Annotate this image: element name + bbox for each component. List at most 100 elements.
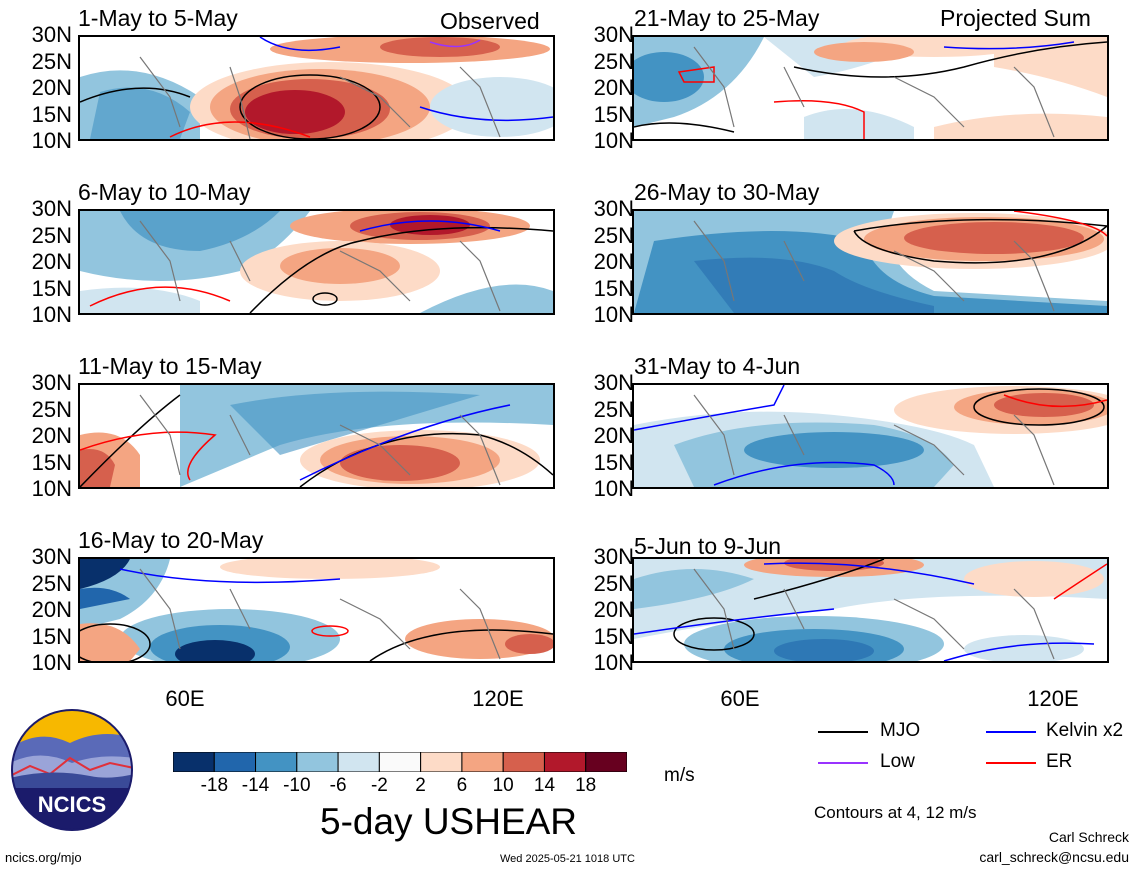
lat-label: 20N <box>31 423 72 448</box>
colorbar-swatch <box>296 751 339 773</box>
colorbar-swatch <box>378 751 422 773</box>
lat-label: 30N <box>31 22 72 47</box>
site-url[interactable]: ncics.org/mjo <box>5 850 82 865</box>
projected-sum-label: Projected Sum <box>940 5 1091 31</box>
colorbar-tick-label: -6 <box>329 775 347 796</box>
colorbar-swatch <box>172 751 215 773</box>
lat-label: 30N <box>593 370 634 395</box>
lon-label: 120E <box>1027 686 1079 711</box>
lat-label: 20N <box>31 75 72 100</box>
map-panel-6 <box>632 209 1109 315</box>
lat-label: 10N <box>593 128 634 153</box>
lat-label: 20N <box>593 597 634 622</box>
lon-label: 120E <box>472 686 524 711</box>
lat-label: 25N <box>593 570 634 596</box>
colorbar-tick-label: 2 <box>415 775 426 796</box>
legend-low-line <box>818 762 868 764</box>
colorbar <box>172 751 628 777</box>
lon-label: 60E <box>165 686 205 711</box>
colorbar-swatch <box>255 751 298 773</box>
lat-label: 20N <box>593 423 634 448</box>
author-email: carl_schreck@ncsu.edu <box>979 849 1129 865</box>
lat-label: 20N <box>593 75 634 100</box>
lat-label: 20N <box>593 249 634 274</box>
map-panel-3 <box>78 383 555 489</box>
logo-text: NCICS <box>38 792 106 817</box>
colorbar-tick-labels: -18 -14 -10 -6 -2 2 6 10 14 18 <box>173 776 627 798</box>
colorbar-swatch <box>213 751 257 773</box>
panel-title: 5-Jun to 9-Jun <box>634 533 782 559</box>
lat-label: 10N <box>593 476 634 501</box>
lat-label: 25N <box>593 222 634 248</box>
colorbar-swatch <box>502 751 545 773</box>
colorbar-tick-label: 14 <box>533 775 556 796</box>
panel-title: 11-May to 15-May <box>78 353 262 379</box>
colorbar-tick-label: -2 <box>370 775 388 796</box>
lat-label: 30N <box>593 196 634 221</box>
colorbar-tick-label: 18 <box>575 775 597 796</box>
observed-label: Observed <box>440 8 540 34</box>
colorbar-tick-label: -10 <box>283 775 311 796</box>
lat-label: 10N <box>31 302 72 327</box>
lat-label: 20N <box>31 597 72 622</box>
lat-label: 25N <box>31 222 72 248</box>
lat-label: 25N <box>593 48 634 74</box>
map-panel-7 <box>632 383 1109 489</box>
lat-label: 10N <box>31 128 72 153</box>
lat-label: 30N <box>593 544 634 569</box>
map-panel-1 <box>78 35 555 141</box>
lat-label: 30N <box>31 370 72 395</box>
lat-label: 10N <box>593 302 634 327</box>
lat-label: 10N <box>31 476 72 501</box>
lat-label: 25N <box>593 396 634 422</box>
lat-label: 15N <box>593 449 634 475</box>
colorbar-tick-label: 10 <box>492 775 514 796</box>
lat-label: 15N <box>31 623 72 649</box>
legend-mjo-label: MJO <box>880 720 921 741</box>
chart-title: 5-day USHEAR <box>320 801 578 842</box>
lat-label: 15N <box>31 101 72 127</box>
legend-er-line <box>986 762 1036 764</box>
lat-label: 15N <box>593 275 634 301</box>
colorbar-swatch <box>337 751 380 773</box>
colorbar-swatch <box>420 751 463 773</box>
colorbar-swatch <box>585 751 628 773</box>
map-panel-4 <box>78 557 555 663</box>
ncics-logo: NCICS <box>10 708 134 837</box>
lat-label: 10N <box>31 650 72 675</box>
map-panel-2 <box>78 209 555 315</box>
panel-title: 16-May to 20-May <box>78 527 264 553</box>
lat-label: 20N <box>31 249 72 274</box>
colorbar-tick-label: -18 <box>200 775 229 796</box>
panel-title: 6-May to 10-May <box>78 179 251 205</box>
lat-label: 25N <box>31 48 72 74</box>
contours-note: Contours at 4, 12 m/s <box>814 803 977 822</box>
lat-label: 10N <box>593 650 634 675</box>
lat-label: 15N <box>593 101 634 127</box>
timestamp: Wed 2025-05-21 1018 UTC <box>500 853 635 865</box>
panel-title: 21-May to 25-May <box>634 5 820 31</box>
legend-kelvin-label: Kelvin x2 <box>1046 720 1124 741</box>
legend-mjo-line <box>818 731 868 733</box>
panel-title: 1-May to 5-May <box>78 5 238 31</box>
lat-label: 30N <box>31 544 72 569</box>
author-name: Carl Schreck <box>1048 829 1129 845</box>
colorbar-tick-label: 6 <box>456 775 468 796</box>
colorbar-swatch <box>543 751 587 773</box>
colorbar-unit: m/s <box>664 765 695 786</box>
lon-label: 60E <box>720 686 760 711</box>
legend-low-label: Low <box>880 751 915 772</box>
map-panel-8 <box>632 557 1109 663</box>
lat-label: 15N <box>31 275 72 301</box>
legend-er-label: ER <box>1046 751 1073 772</box>
lat-label: 25N <box>31 396 72 422</box>
legend-kelvin-line <box>986 731 1036 733</box>
lat-label: 15N <box>593 623 634 649</box>
lat-label: 25N <box>31 570 72 596</box>
panel-title: 31-May to 4-Jun <box>634 353 801 379</box>
lat-label: 15N <box>31 449 72 475</box>
panel-title: 26-May to 30-May <box>634 179 820 205</box>
colorbar-swatch <box>461 751 504 773</box>
lat-label: 30N <box>31 196 72 221</box>
lat-label: 30N <box>593 22 634 47</box>
